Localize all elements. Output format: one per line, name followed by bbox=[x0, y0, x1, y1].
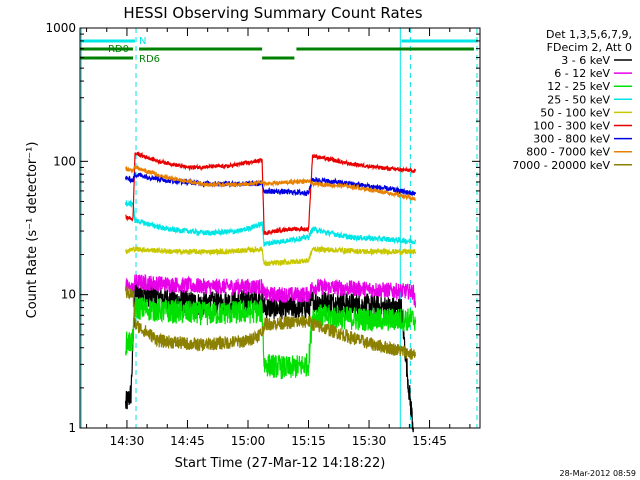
flag-label-n: N bbox=[139, 36, 146, 47]
series-trace-1 bbox=[125, 273, 416, 308]
legend-header-line1: Det 1,3,5,6,7,9, bbox=[546, 28, 632, 41]
flag-label-rd0: RD0 bbox=[108, 44, 129, 55]
plot-area: N RD0 RD6 1 10 100 1000 14:30 14:45 15:00 15:15 15:… bbox=[45, 21, 481, 448]
y-tick-label-1: 10 bbox=[61, 288, 76, 302]
x-tick-label-0: 14:30 bbox=[110, 434, 145, 448]
flag-label-rd6: RD6 bbox=[139, 54, 160, 65]
series-trace-8 bbox=[125, 286, 416, 360]
x-tick-label-5: 15:45 bbox=[412, 434, 447, 448]
legend-label-4: 50 - 100 keV bbox=[540, 106, 610, 119]
footer-date: 28-Mar-2012 08:59 bbox=[560, 469, 637, 478]
x-tick-label-1: 14:45 bbox=[170, 434, 205, 448]
legend-label-1: 6 - 12 keV bbox=[554, 67, 610, 80]
series-trace-5 bbox=[125, 150, 416, 236]
x-tick-label-2: 15:00 bbox=[231, 434, 266, 448]
legend-label-8: 7000 - 20000 keV bbox=[512, 159, 610, 172]
x-tick-label-3: 15:15 bbox=[291, 434, 326, 448]
series-trace-2 bbox=[125, 296, 416, 380]
legend-label-3: 25 - 50 keV bbox=[547, 93, 610, 106]
y-tick-label-2: 100 bbox=[53, 154, 76, 168]
legend-label-0: 3 - 6 keV bbox=[561, 54, 610, 67]
chart-title: HESSI Observing Summary Count Rates bbox=[123, 4, 422, 22]
series-trace-3 bbox=[125, 198, 416, 248]
legend-label-6: 300 - 800 keV bbox=[533, 133, 610, 146]
legend-header-line2: FDecim 2, Att 0 bbox=[547, 41, 632, 54]
series-trace-6 bbox=[125, 172, 416, 197]
axes-frame bbox=[79, 27, 481, 429]
legend-label-5: 100 - 300 keV bbox=[533, 120, 610, 133]
legend-label-2: 12 - 25 keV bbox=[547, 80, 610, 93]
y-tick-label-0: 1 bbox=[68, 421, 76, 435]
y-axis-label: Count Rate (s⁻¹ detector⁻¹) bbox=[25, 142, 40, 319]
series-trace-4 bbox=[125, 244, 416, 267]
y-axis-label-text: Count Rate (s⁻¹ detector⁻¹) bbox=[25, 142, 40, 319]
x-tick-label-4: 15:30 bbox=[352, 434, 387, 448]
x-axis-label: Start Time (27-Mar-12 14:18:22) bbox=[175, 456, 386, 471]
y-tick-label-3: 1000 bbox=[45, 21, 76, 35]
legend-label-7: 800 - 7000 keV bbox=[526, 146, 610, 159]
series-trace-7 bbox=[125, 164, 416, 202]
